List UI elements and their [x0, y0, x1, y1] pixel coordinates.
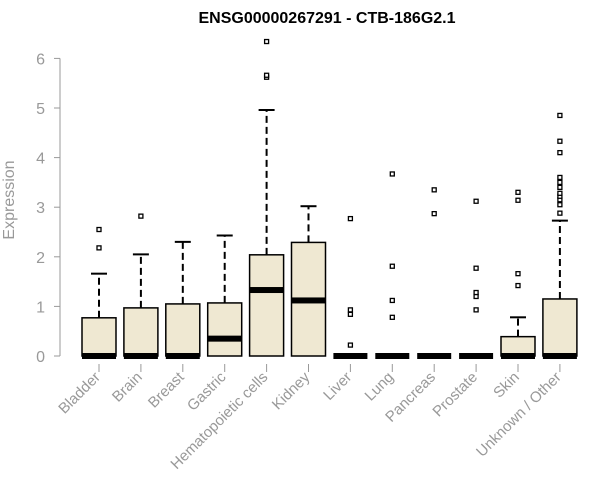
outlier-point: [557, 210, 563, 216]
outlier-point: [96, 245, 102, 251]
outlier-point: [557, 112, 563, 119]
median-line: [501, 353, 535, 359]
outlier-point: [431, 210, 437, 217]
median-line: [417, 353, 452, 359]
box-body: [206, 302, 243, 357]
x-tick-label: Skin: [490, 369, 523, 402]
box-11: [542, 112, 578, 359]
box-3: [206, 234, 243, 357]
box-4: [248, 38, 285, 357]
outlier-point: [473, 198, 479, 204]
box-body: [81, 317, 117, 357]
median-line: [333, 353, 368, 359]
median-line: [249, 287, 284, 294]
boxes-group: [81, 38, 578, 359]
box-body: [165, 303, 201, 357]
outlier-point: [347, 307, 354, 313]
outlier-point: [515, 197, 521, 203]
outlier-point: [347, 215, 354, 222]
median-line: [459, 353, 494, 359]
x-tick-label: Lung: [362, 369, 398, 405]
x-tick-label: Bladder: [55, 369, 104, 418]
median-line: [165, 353, 200, 359]
outlier-point: [557, 184, 563, 191]
outlier-point: [473, 289, 479, 296]
x-tick-label: Prostate: [429, 369, 481, 421]
y-tick-label: 2: [36, 250, 45, 267]
outlier-point: [389, 314, 395, 320]
outlier-point: [557, 149, 563, 156]
outlier-point: [557, 190, 563, 196]
outlier-point: [473, 307, 479, 313]
y-tick-label: 1: [36, 299, 45, 316]
outlier-point: [389, 297, 395, 304]
box-5: [290, 205, 327, 357]
median-line: [291, 297, 326, 304]
box-8: [417, 187, 452, 359]
outlier-point: [347, 342, 354, 348]
outlier-point: [473, 265, 479, 271]
outlier-point: [263, 72, 270, 78]
y-tick-label: 5: [36, 101, 45, 118]
x-tick-label: Breast: [145, 368, 188, 411]
y-tick-label: 3: [36, 200, 45, 217]
outlier-point: [515, 189, 521, 195]
outlier-point: [515, 271, 521, 277]
median-line: [123, 353, 158, 359]
median-line: [207, 335, 242, 342]
x-tick-label: Kidney: [269, 368, 314, 413]
box-6: [333, 215, 368, 359]
outlier-point: [138, 213, 144, 219]
box-1: [123, 213, 159, 359]
outlier-point: [389, 171, 395, 177]
y-axis: 0 1 2 3 4 5 6: [36, 51, 61, 366]
box-2: [165, 240, 201, 359]
outlier-point: [557, 202, 563, 208]
box-0: [81, 226, 117, 359]
outlier-point: [557, 179, 563, 186]
median-line: [82, 353, 116, 359]
box-10: [500, 189, 536, 359]
y-tick-label: 6: [36, 51, 45, 68]
median-line: [542, 353, 577, 359]
outlier-point: [515, 282, 521, 289]
median-line: [375, 353, 410, 359]
box-body: [123, 307, 159, 357]
y-tick-label: 4: [36, 151, 45, 168]
box-body: [542, 298, 578, 357]
outlier-point: [557, 138, 563, 144]
box-body: [248, 254, 285, 357]
x-tick-label: Brain: [109, 369, 146, 406]
box-9: [459, 198, 494, 359]
y-axis-title: Expression: [1, 160, 18, 239]
outlier-point: [96, 226, 102, 233]
y-tick-label: 0: [36, 349, 45, 366]
x-tick-label: Liver: [320, 369, 355, 404]
outlier-point: [389, 263, 395, 269]
outlier-point: [347, 311, 354, 317]
chart-title: ENSG00000267291 - CTB-186G2.1: [198, 10, 455, 27]
outlier-point: [263, 38, 270, 45]
outlier-point: [431, 187, 437, 193]
box-7: [375, 171, 410, 359]
outlier-point: [557, 174, 563, 181]
